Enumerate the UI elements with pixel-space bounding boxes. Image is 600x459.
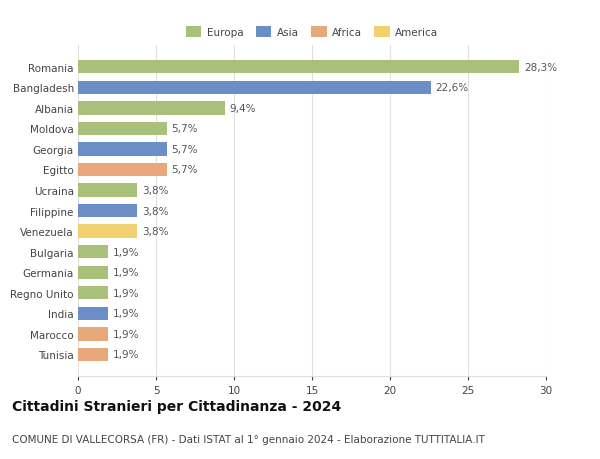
Text: 5,7%: 5,7% [172,145,198,155]
Bar [78,204,137,218]
Text: Cittadini Stranieri per Cittadinanza - 2024: Cittadini Stranieri per Cittadinanza - 2… [12,399,341,413]
Text: 1,9%: 1,9% [112,288,139,298]
Text: 3,8%: 3,8% [142,185,169,196]
Text: 1,9%: 1,9% [112,247,139,257]
Bar [78,307,107,320]
Legend: Europa, Asia, Africa, America: Europa, Asia, Africa, America [182,23,442,42]
Bar [78,61,520,74]
Bar [78,81,431,95]
Text: 1,9%: 1,9% [112,268,139,278]
Text: 1,9%: 1,9% [112,309,139,319]
Bar [78,123,167,136]
Text: 9,4%: 9,4% [229,104,256,113]
Bar [78,348,107,361]
Bar [78,184,137,197]
Text: 5,7%: 5,7% [172,165,198,175]
Text: 5,7%: 5,7% [172,124,198,134]
Text: 1,9%: 1,9% [112,350,139,360]
Bar [78,246,107,259]
Bar [78,328,107,341]
Bar [78,225,137,238]
Bar [78,266,107,280]
Text: 3,8%: 3,8% [142,206,169,216]
Text: 1,9%: 1,9% [112,329,139,339]
Bar [78,102,224,115]
Bar [78,143,167,156]
Bar [78,286,107,300]
Text: 3,8%: 3,8% [142,227,169,237]
Text: 28,3%: 28,3% [524,62,557,73]
Text: COMUNE DI VALLECORSA (FR) - Dati ISTAT al 1° gennaio 2024 - Elaborazione TUTTITA: COMUNE DI VALLECORSA (FR) - Dati ISTAT a… [12,434,485,444]
Text: 22,6%: 22,6% [435,83,469,93]
Bar [78,163,167,177]
